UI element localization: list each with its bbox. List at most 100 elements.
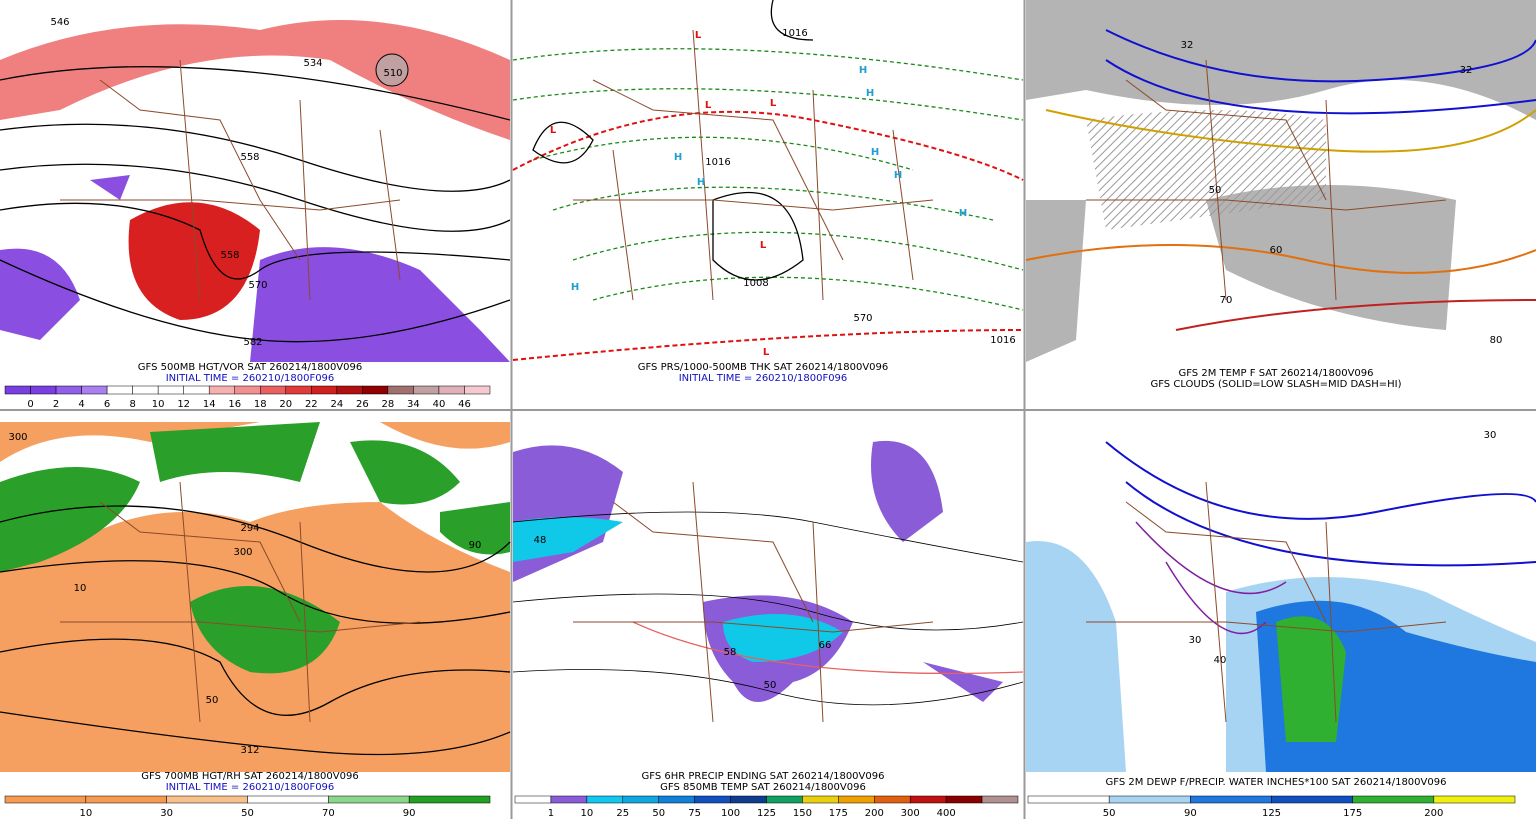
colorbar-label: 50 <box>241 808 254 819</box>
colorbar-box <box>1271 795 1353 804</box>
colorbar-box <box>85 795 167 804</box>
map-700mb <box>0 422 511 772</box>
colorbar-box <box>311 385 338 395</box>
map-label: 48 <box>534 535 547 546</box>
colorbar-box <box>1190 795 1272 804</box>
colorbar-label: 75 <box>688 808 701 819</box>
colorbar-label: 22 <box>305 399 318 410</box>
colorbar-label: 24 <box>330 399 343 410</box>
colorbar-label: 8 <box>129 399 135 410</box>
colorbar-box <box>336 385 363 395</box>
map-label: 40 <box>1214 655 1227 666</box>
map-500mb <box>0 0 510 362</box>
colorbar-label: 12 <box>177 399 190 410</box>
colorbar-label: 70 <box>322 808 335 819</box>
colorbar-label: 125 <box>1262 808 1281 819</box>
colorbar-box <box>694 795 731 804</box>
colorbar-box <box>909 795 947 804</box>
colorbar-label: 300 <box>901 808 920 819</box>
colorbar-box <box>981 795 1019 804</box>
colorbar-box <box>658 795 695 804</box>
map-label: 1008 <box>743 278 768 289</box>
map-label: 1016 <box>782 28 807 39</box>
colorbar-label: 200 <box>865 808 884 819</box>
map-label: 558 <box>240 152 259 163</box>
map-label: 80 <box>1490 335 1503 346</box>
colorbar-label: 175 <box>829 808 848 819</box>
colorbar-label: 34 <box>407 399 420 410</box>
colorbar-label: 100 <box>721 808 740 819</box>
caption: GFS 2M TEMP F SAT 260214/1800V096 <box>1178 368 1373 379</box>
map-label: 534 <box>303 58 322 69</box>
colorbar-box <box>1108 795 1191 804</box>
map-precip <box>512 422 1024 772</box>
colorbar-box <box>166 795 248 804</box>
map-label: H <box>571 282 579 293</box>
colorbar-label: 200 <box>1424 808 1443 819</box>
colorbar-box <box>387 385 414 395</box>
colorbar-label: 125 <box>757 808 776 819</box>
colorbar-label: 14 <box>203 399 216 410</box>
colorbar-box <box>106 385 133 395</box>
colorbar-box <box>55 385 82 395</box>
colorbar-label: 90 <box>403 808 416 819</box>
colorbar-box <box>413 385 440 395</box>
map-label: H <box>959 208 967 219</box>
map-label: 32 <box>1460 65 1473 76</box>
colorbar-label: 18 <box>254 399 267 410</box>
map-label: 50 <box>1209 185 1222 196</box>
colorbar-box <box>838 795 875 804</box>
colorbar-label: 25 <box>616 808 629 819</box>
colorbar-box <box>945 795 983 804</box>
map-label: 66 <box>819 640 832 651</box>
colorbar-box <box>157 385 184 395</box>
colorbar-box <box>550 795 588 804</box>
colorbar-box <box>81 385 108 395</box>
colorbar-label: 6 <box>104 399 110 410</box>
map-label: 312 <box>240 745 259 756</box>
map-label: H <box>859 65 867 76</box>
caption: INITIAL TIME = 260210/1800F096 <box>166 373 335 384</box>
colorbar-box <box>234 385 261 395</box>
map-label: 70 <box>1220 295 1233 306</box>
colorbar-box <box>1433 795 1516 804</box>
colorbar-box <box>874 795 911 804</box>
caption: GFS 6HR PRECIP ENDING SAT 260214/1800V09… <box>642 771 885 782</box>
map-label: 58 <box>724 647 737 658</box>
colorbar-label: 150 <box>793 808 812 819</box>
colorbar-label: 175 <box>1343 808 1362 819</box>
colorbar-box <box>514 795 552 804</box>
colorbar-label: 1 <box>548 808 554 819</box>
colorbar-box <box>438 385 465 395</box>
map-dewpoint <box>1026 422 1536 772</box>
map-label: 1016 <box>705 157 730 168</box>
colorbar-label: 50 <box>652 808 665 819</box>
map-label: 50 <box>764 680 777 691</box>
colorbar-box <box>208 385 235 395</box>
colorbar-box <box>247 795 329 804</box>
colorbar-box <box>132 385 159 395</box>
colorbar-label: 90 <box>1184 808 1197 819</box>
map-label: 300 <box>233 547 252 558</box>
map-label: 546 <box>50 17 69 28</box>
colorbar-box <box>586 795 624 804</box>
caption: GFS 500MB HGT/VOR SAT 260214/1800V096 <box>138 362 362 373</box>
map-label: 582 <box>243 337 262 348</box>
map-label: 60 <box>1270 245 1283 256</box>
map-label: 30 <box>1189 635 1202 646</box>
colorbar-box <box>328 795 410 804</box>
map-label: 32 <box>1181 40 1194 51</box>
colorbar-label: 10 <box>152 399 165 410</box>
colorbar-box <box>802 795 839 804</box>
map-label: 570 <box>853 313 872 324</box>
caption: GFS 2M DEWP F/PRECIP. WATER INCHES*100 S… <box>1106 777 1447 788</box>
colorbar-label: 30 <box>160 808 173 819</box>
colorbar-box <box>30 385 57 395</box>
map-label: H <box>674 152 682 163</box>
map-label: 294 <box>240 523 259 534</box>
colorbar-box <box>183 385 210 395</box>
caption: GFS CLOUDS (SOLID=LOW SLASH=MID DASH=HI) <box>1150 379 1401 390</box>
map-label: 1016 <box>990 335 1015 346</box>
map-label: L <box>550 125 557 136</box>
